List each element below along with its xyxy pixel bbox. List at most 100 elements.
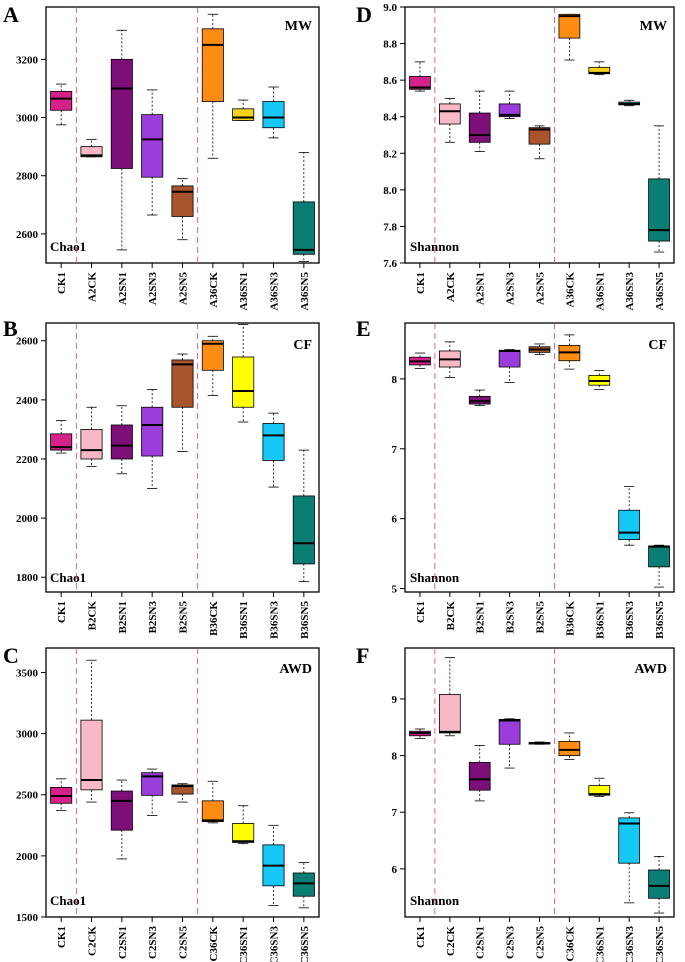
iqr-box bbox=[558, 741, 581, 756]
panel-b-tag: CF bbox=[293, 338, 312, 353]
panel-c-box-ck1 bbox=[50, 778, 73, 812]
panel-a-xtick-label-a36sn3: A36SN3 bbox=[269, 272, 281, 311]
iqr-box bbox=[141, 772, 164, 796]
panel-e-xtick-label-b36sn3: B36SN3 bbox=[624, 601, 636, 639]
panel-d-ytick-label-6: 8.8 bbox=[383, 39, 397, 51]
panel-c-tag: AWD bbox=[279, 662, 312, 677]
panel-c: C AWD Chao1 1500 2000 2500 3000 3500 CK1 C2CK C… bbox=[3, 643, 320, 962]
panel-c-ytick-label-4: 3500 bbox=[16, 667, 39, 679]
iqr-box bbox=[201, 340, 224, 371]
panel-e-box-b2sn1 bbox=[468, 389, 491, 406]
panel-b-xtick-label-b36sn5: B36SN5 bbox=[299, 601, 311, 639]
panel-c-metric: Chao1 bbox=[50, 893, 86, 908]
panel-f-box-c2ck bbox=[438, 657, 461, 737]
panel-a-xtick-label-a36ck: A36CK bbox=[208, 272, 220, 308]
panel-d-xtick-label-a36sn5: A36SN5 bbox=[654, 272, 666, 311]
panel-b-plot: 1800 2000 2200 2400 2600 CK1 B2CK B2SN1 B2SN3 B2S… bbox=[16, 322, 320, 639]
iqr-box bbox=[468, 112, 491, 143]
panel-e-xtick-label-b36sn1: B36SN1 bbox=[594, 601, 606, 639]
panel-c-box-c2sn3 bbox=[141, 768, 164, 816]
panel-f-ytick-label-2: 8 bbox=[392, 751, 398, 763]
iqr-box bbox=[409, 76, 431, 90]
panel-c-box-c36sn1 bbox=[232, 805, 255, 845]
panel-d-tag: MW bbox=[640, 19, 667, 34]
iqr-box bbox=[498, 349, 521, 368]
panel-a-box-a2sn1 bbox=[110, 29, 133, 251]
panel-d-ytick-label-2: 8.0 bbox=[383, 185, 397, 197]
panel-a: A MW Chao1 2600 2800 3000 3200 CK1 A2CK A2SN1 A… bbox=[3, 2, 320, 311]
panel-d-box-a36sn3 bbox=[618, 99, 641, 107]
panel-a-box-a2ck bbox=[80, 138, 103, 158]
panel-f-xtick-label-c36sn5: C36SN5 bbox=[654, 926, 666, 962]
iqr-box bbox=[292, 872, 315, 897]
panel-d-box-a2sn3 bbox=[498, 90, 521, 119]
panel-d-xtick-label-ck1: CK1 bbox=[415, 272, 427, 294]
panel-d-box-a2sn1 bbox=[468, 90, 491, 152]
panel-e-box-b2sn3 bbox=[498, 349, 521, 383]
iqr-box bbox=[498, 718, 521, 745]
iqr-box bbox=[80, 429, 103, 460]
panel-b-xtick-label-b2sn5: B2SN5 bbox=[178, 601, 190, 634]
iqr-box bbox=[171, 784, 194, 795]
panel-f-box-c36ck bbox=[558, 732, 581, 760]
panel-e-box-b36sn3 bbox=[618, 486, 641, 546]
panel-c-ytick-label-3: 3000 bbox=[16, 729, 39, 741]
panel-b-xtick-label-ck1: CK1 bbox=[56, 601, 68, 623]
panel-c-xtick-label-c2sn1: C2SN1 bbox=[117, 926, 129, 959]
panel-d-plot: 7.6 7.8 8.0 8.2 8.4 8.6 8.8 9.0 CK1 A2CK A2SN1 A2SN… bbox=[383, 2, 675, 311]
panel-a-box-a2sn5 bbox=[171, 178, 194, 241]
panel-d-xtick-label-a2sn5: A2SN5 bbox=[535, 272, 547, 306]
iqr-box bbox=[232, 356, 255, 408]
iqr-box bbox=[558, 13, 581, 39]
iqr-box bbox=[201, 28, 224, 102]
panel-e-box-b2ck bbox=[438, 341, 461, 378]
iqr-box bbox=[648, 178, 670, 242]
panel-b-xtick-label-b2sn3: B2SN3 bbox=[147, 601, 159, 634]
panel-d-ytick-label-1: 7.8 bbox=[383, 221, 397, 233]
panel-d-xtick-label-a2sn1: A2SN1 bbox=[475, 272, 487, 305]
panel-d-box-a36sn5 bbox=[648, 125, 670, 253]
panel-f-letter: F bbox=[356, 643, 369, 668]
panel-b-box-b2sn1 bbox=[110, 405, 133, 475]
panel-b-box-b2sn5 bbox=[171, 353, 194, 452]
panel-d-xtick-label-a36sn1: A36SN1 bbox=[594, 272, 606, 311]
panel-f-box-c2sn1 bbox=[468, 745, 491, 802]
panel-e-box-ck1 bbox=[409, 352, 431, 369]
panel-d-ytick-label-0: 7.6 bbox=[383, 258, 397, 270]
panel-f-xtick-label-c2ck: C2CK bbox=[445, 926, 457, 956]
panel-e-xtick-label-b2sn3: B2SN3 bbox=[505, 601, 517, 634]
panel-e-xtick-label-b2ck: B2CK bbox=[445, 601, 457, 631]
panel-a-xtick-label-a2sn5: A2SN5 bbox=[178, 272, 190, 306]
panel-a-xtick-label-a36sn5: A36SN5 bbox=[299, 272, 311, 311]
panel-e-xtick-label-b2sn5: B2SN5 bbox=[535, 601, 547, 634]
panel-d-box-a2ck bbox=[438, 98, 461, 143]
panel-b-xtick-label-b2ck: B2CK bbox=[87, 601, 99, 631]
iqr-box bbox=[232, 108, 255, 121]
panel-f-xtick-label-c36ck: C36CK bbox=[564, 926, 576, 962]
panel-c-ytick-label-1: 2000 bbox=[16, 851, 39, 863]
panel-e-box-b2sn5 bbox=[528, 343, 551, 355]
panel-b-letter: B bbox=[3, 316, 18, 341]
iqr-box bbox=[468, 761, 491, 791]
panel-c-xtick-label-c2ck: C2CK bbox=[87, 926, 99, 956]
panel-c-xtick-label-c36sn1: C36SN1 bbox=[238, 926, 250, 962]
panel-a-box-a36ck bbox=[201, 13, 224, 159]
panel-a-ytick-label-1: 2800 bbox=[16, 171, 39, 183]
iqr-box bbox=[618, 817, 641, 864]
panel-e-ytick-label-2: 7 bbox=[392, 444, 398, 456]
panel-f-xtick-label-c2sn3: C2SN3 bbox=[505, 926, 517, 960]
panel-f-xtick-label-ck1: CK1 bbox=[415, 926, 427, 948]
panel-f-plot: 6 7 8 9 CK1 C2CK C2SN1 C2SN3 C2SN5 C36CK C36SN1 C36… bbox=[392, 647, 675, 962]
panel-d-xtick-label-a36ck: A36CK bbox=[564, 272, 576, 308]
panel-d-letter: D bbox=[356, 2, 372, 27]
iqr-box bbox=[110, 424, 133, 460]
panel-b-xtick-label-b36sn3: B36SN3 bbox=[269, 601, 281, 639]
panel-d-metric: Shannon bbox=[410, 239, 460, 254]
panel-d-ytick-label-3: 8.2 bbox=[383, 148, 397, 160]
panel-f-ytick-label-3: 9 bbox=[392, 694, 398, 706]
iqr-box bbox=[292, 495, 315, 565]
panel-b-box-b36sn1 bbox=[232, 324, 255, 423]
iqr-box bbox=[588, 785, 611, 796]
iqr-box bbox=[438, 694, 461, 734]
panel-d-box-a2sn5 bbox=[528, 125, 551, 160]
